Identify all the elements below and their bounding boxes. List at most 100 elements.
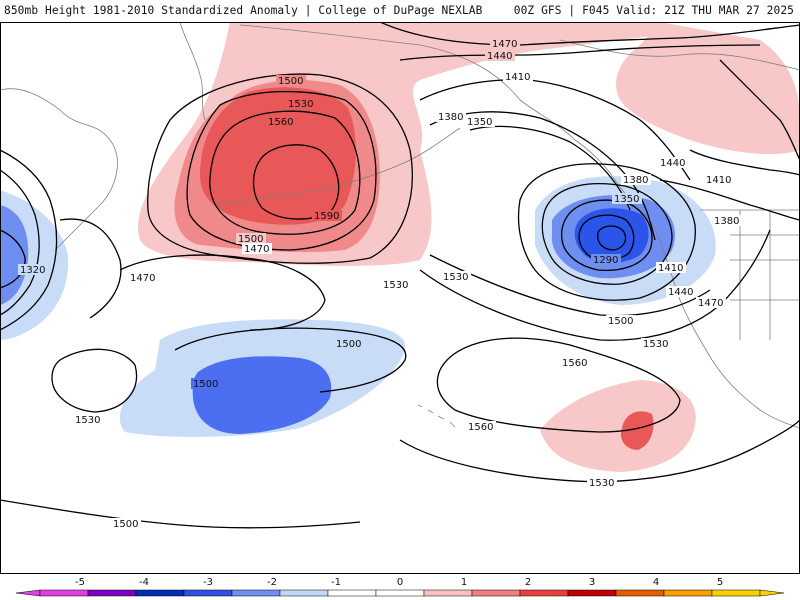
- contour-label: 1500: [336, 339, 361, 350]
- contour-ne-stack-1: [719, 59, 800, 161]
- colorbar-ticks: -5 -4 -3 -2 -1 0 1 2 3 4 5: [75, 577, 723, 588]
- label-bg: [658, 157, 688, 168]
- height-contours: [0, 22, 800, 529]
- label-bg: [466, 421, 496, 432]
- colorbar-left-arrow: [15, 589, 41, 597]
- contour-1530-wcentral: [51, 348, 138, 413]
- label-bg: [334, 338, 364, 349]
- label-bg: [490, 38, 520, 49]
- colorbar-tick-label: 1: [461, 577, 467, 588]
- colorbar-tick-label: 4: [653, 577, 659, 588]
- contour-label: 1470: [244, 244, 269, 255]
- label-bg: [73, 414, 103, 425]
- anomaly-neg-mid-west: [0, 205, 29, 305]
- map-title: 850mb Height 1981-2010 Standardized Anom…: [4, 4, 483, 17]
- label-bg: [485, 50, 515, 61]
- contour-1530-nw: [186, 90, 377, 251]
- colorbar-tick-label: 0: [397, 577, 403, 588]
- colorbar-swatch: [471, 589, 521, 597]
- label-bg: [312, 210, 342, 221]
- contour-1530-south: [399, 419, 800, 483]
- contour-1500-central-blue: [174, 327, 407, 393]
- colorbar-swatch: [39, 589, 89, 597]
- model-valid-time: 00Z GFS | F045 Valid: 21Z THU MAR 27 202…: [513, 4, 794, 17]
- label-bg: [236, 233, 266, 244]
- label-bg: [560, 357, 590, 368]
- coastline-aleutians: [214, 127, 461, 206]
- anomaly-neg-strong-low: [574, 208, 649, 264]
- label-bg: [612, 193, 642, 204]
- anomaly-pos-light-ne: [616, 22, 800, 155]
- contour-1380-gulf: [429, 111, 656, 241]
- contour-label: 1470: [698, 298, 723, 309]
- contour-label: 1440: [668, 287, 693, 298]
- contour-1500-nw: [147, 73, 413, 264]
- contour-1470-top: [379, 22, 800, 46]
- header-bar: 850mb Height 1981-2010 Standardized Anom…: [0, 0, 800, 22]
- contour-label: 1590: [314, 211, 339, 222]
- contour-label: 1560: [268, 117, 293, 128]
- coastline-kamchatka: [179, 22, 206, 121]
- contour-1500-coast: [429, 254, 711, 317]
- colorbar-swatch: [615, 589, 665, 597]
- label-bg: [266, 116, 296, 127]
- contour-1290-core: [597, 225, 627, 251]
- label-bg: [704, 174, 734, 185]
- contour-label: 1380: [714, 216, 739, 227]
- contour-ne-stack-3: [659, 179, 800, 221]
- contour-label: 1500: [278, 76, 303, 87]
- contour-label: 1530: [589, 478, 614, 489]
- label-bg: [712, 215, 742, 226]
- contour-label: 1320: [20, 265, 45, 276]
- contour-1410-top: [419, 79, 691, 181]
- anomaly-map: 1470 1440 1410 1500 1530 1560 1590 1500 …: [0, 22, 800, 574]
- label-bg: [128, 272, 158, 283]
- label-bg: [111, 518, 141, 529]
- label-bg: [242, 243, 272, 254]
- contour-1560-central: [436, 337, 681, 433]
- colorbar-swatch: [519, 589, 569, 597]
- colorbar-swatch: [375, 589, 425, 597]
- label-bg: [441, 271, 471, 282]
- anomaly-pos-se-core: [620, 411, 654, 450]
- contour-1560-nw: [209, 110, 361, 235]
- colorbar-tick-label: 5: [717, 577, 723, 588]
- contour-label: 1530: [75, 415, 100, 426]
- contour-label: 1350: [614, 194, 639, 205]
- contour-1470-mid: [119, 254, 326, 331]
- contour-label: 1500: [608, 316, 633, 327]
- colorbar-tick-label: 3: [589, 577, 595, 588]
- contour-1320-west: [0, 229, 26, 289]
- colorbar-swatch: [183, 589, 233, 597]
- state-borders: [700, 209, 800, 340]
- canada-coast-ne: [559, 39, 800, 71]
- contour-1500-sw: [0, 499, 361, 529]
- label-bg: [18, 264, 48, 275]
- contour-1350-gulf: [469, 125, 631, 211]
- contour-label: 1470: [492, 39, 517, 50]
- label-bg: [436, 111, 466, 122]
- colorbar-swatch: [567, 589, 617, 597]
- colorbar-swatch: [231, 589, 281, 597]
- label-bg: [587, 477, 617, 488]
- contour-label: 1500: [238, 234, 263, 245]
- colorbar-tick-label: -1: [331, 577, 341, 588]
- contour-label: 1440: [487, 51, 512, 62]
- colorbar-swatch: [135, 589, 185, 597]
- label-bg: [656, 262, 686, 273]
- contour-ne-stack-2: [689, 149, 800, 176]
- label-bg: [381, 279, 411, 290]
- contour-west-1: [0, 149, 58, 331]
- colorbar-tick-label: 2: [525, 577, 531, 588]
- colorbar-swatch: [423, 589, 473, 597]
- contour-labels: 1470 1440 1410 1500 1530 1560 1590 1500 …: [18, 38, 742, 530]
- contour-label: 1290: [593, 255, 618, 266]
- colorbar-swatch: [663, 589, 713, 597]
- label-bg: [286, 98, 316, 109]
- label-bg: [276, 75, 306, 86]
- contour-label: 1410: [706, 175, 731, 186]
- colorbar-tick-label: -3: [203, 577, 213, 588]
- label-bg: [465, 116, 495, 127]
- colorbar-swatch: [279, 589, 329, 597]
